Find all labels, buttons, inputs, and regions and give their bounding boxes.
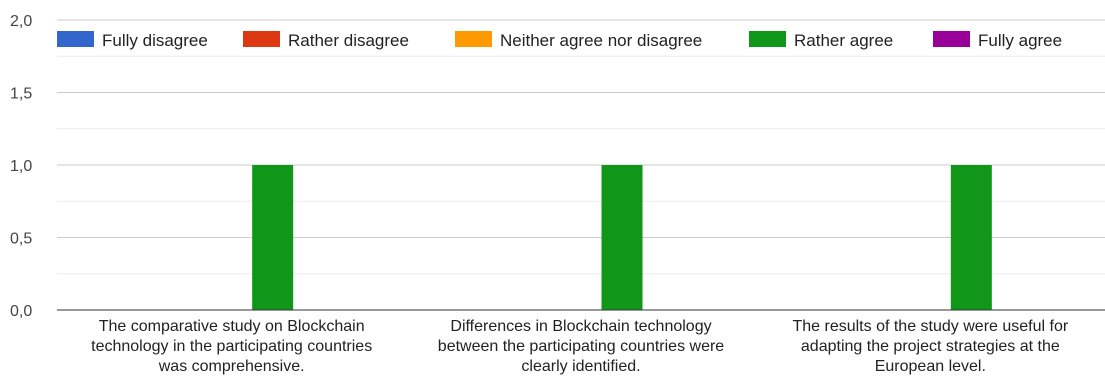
legend-swatch <box>933 31 970 47</box>
x-category-label: Differences in Blockchain technology betw… <box>438 318 724 375</box>
x-category-label: The results of the study were useful for… <box>792 318 1068 375</box>
legend-swatch <box>243 31 280 47</box>
legend-label: Rather agree <box>794 31 893 50</box>
x-category-label-line: Differences in Blockchain technology <box>450 318 711 335</box>
legend-swatch <box>57 31 94 47</box>
legend-item[interactable]: Fully disagree <box>57 31 208 50</box>
y-tick-label: 2,0 <box>10 13 32 30</box>
legend-label: Rather disagree <box>288 31 409 50</box>
x-category-label: The comparative study on Blockchain techn… <box>91 318 372 375</box>
x-category-label-line: between the participating countries were <box>438 338 724 355</box>
bar[interactable] <box>601 165 643 310</box>
x-category-label-line: The comparative study on Blockchain <box>99 318 365 335</box>
x-category-label-line: clearly identified. <box>521 358 640 375</box>
grid <box>57 19 1105 275</box>
bar[interactable] <box>252 165 294 310</box>
legend-swatch <box>455 31 492 47</box>
legend-label: Neither agree nor disagree <box>500 31 702 50</box>
x-category-label-line: The results of the study were useful for <box>792 318 1068 335</box>
y-tick-label: 0,0 <box>10 303 32 320</box>
y-tick-label: 0,5 <box>10 231 32 248</box>
legend-label: Fully disagree <box>102 31 208 50</box>
legend-item[interactable]: Fully agree <box>933 31 1062 50</box>
x-category-label-line: European level. <box>875 358 986 375</box>
axes: 0,0 0,5 1,0 1,5 2,0 The comparative study on … <box>10 13 1105 375</box>
x-category-label-line: was comprehensive. <box>158 358 305 375</box>
bar[interactable] <box>950 165 992 310</box>
legend-swatch <box>749 31 786 47</box>
legend-item[interactable]: Rather disagree <box>243 31 409 50</box>
legend-label: Fully agree <box>978 31 1062 50</box>
legend: Fully disagree Rather disagree Neither agr… <box>57 31 1062 50</box>
x-category-label-line: adapting the project strategies at the <box>801 338 1060 355</box>
y-tick-label: 1,5 <box>10 86 32 103</box>
y-tick-label: 1,0 <box>10 158 32 175</box>
bars <box>252 165 992 310</box>
legend-item[interactable]: Neither agree nor disagree <box>455 31 702 50</box>
legend-item[interactable]: Rather agree <box>749 31 893 50</box>
x-category-label-line: technology in the participating countrie… <box>91 338 372 355</box>
